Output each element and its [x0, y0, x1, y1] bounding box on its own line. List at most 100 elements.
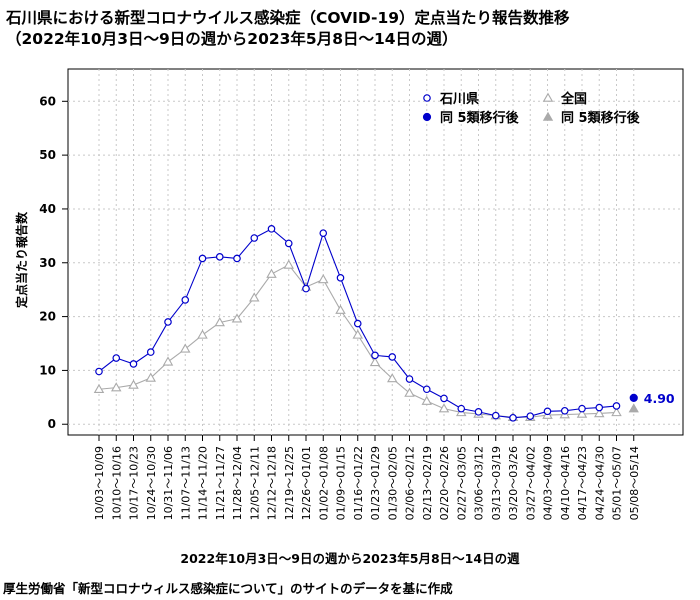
y-axis: 0 10 20 30 40 50 60 [39, 94, 68, 431]
legend-item: 同 5類移行後 [542, 110, 641, 126]
x-tick-label: 02/13～02/19 [421, 446, 434, 520]
legend-item: 同 5類移行後 [422, 110, 520, 126]
legend-item: 全国 [542, 91, 587, 107]
data-point [335, 304, 346, 314]
y-tick-label: 20 [39, 310, 56, 324]
data-point [249, 292, 260, 302]
data-point [369, 356, 381, 367]
x-tick-label: 05/01～05/07 [611, 446, 624, 520]
data-point [95, 367, 103, 376]
data-point [576, 408, 588, 418]
data-point [422, 385, 431, 394]
x-tick-label: 10/10～10/16 [110, 446, 123, 520]
line-chart: 0 10 20 30 40 50 60 10/03～10/09 10/10～10/16 10/1… [14, 68, 684, 520]
data-point [250, 234, 259, 242]
data-point [457, 404, 466, 413]
y-tick-label: 60 [39, 94, 56, 108]
value-annotation: 4.90 [644, 391, 675, 406]
x-tick-label: 11/14～11/20 [197, 446, 210, 520]
data-point [181, 296, 190, 304]
x-tick-label: 12/26～01/01 [300, 446, 313, 520]
data-point [404, 387, 415, 397]
data-point [128, 379, 139, 389]
y-axis-label: 定点当たり報告数 [14, 211, 29, 308]
data-point [93, 383, 105, 394]
data-point [388, 353, 397, 361]
data-point [352, 329, 363, 339]
legend-label: 全国 [560, 91, 587, 107]
x-tick-label: 12/19～12/25 [283, 446, 296, 520]
source-note: 厚生労働省「新型コロナウィルス感染症について」のサイトのデータを基に作成 [3, 581, 453, 596]
y-tick-label: 40 [39, 202, 56, 216]
data-point [509, 413, 517, 422]
y-tick-label: 10 [39, 363, 56, 377]
x-tick-label: 02/27～03/05 [455, 446, 468, 520]
x-tick-label: 04/24～04/30 [593, 446, 606, 520]
data-point [162, 356, 174, 366]
data-point [422, 112, 432, 122]
x-tick-label: 11/21～11/27 [214, 446, 227, 520]
data-point [474, 408, 483, 416]
data-point [440, 394, 448, 403]
series-layer: 4.90 [93, 225, 675, 422]
x-tick-label: 02/20～02/26 [438, 446, 451, 520]
data-point [594, 408, 605, 418]
x-tick-label: 01/02～01/08 [317, 446, 330, 520]
x-tick-label: 04/17～04/23 [576, 446, 589, 520]
x-tick-label: 10/31～11/06 [162, 446, 175, 520]
data-point [336, 274, 345, 282]
data-point [266, 268, 277, 278]
x-tick-label: 03/20～03/26 [507, 446, 520, 520]
x-tick-label: 03/06～03/12 [473, 446, 486, 520]
x-tick-label: 10/03～10/09 [93, 446, 106, 520]
data-point [387, 373, 398, 383]
series-1 [93, 259, 622, 422]
chart-title-line1: 石川県における新型コロナウイルス感染症（COVID-19）定点当たり報告数推移 [6, 9, 570, 27]
data-point [233, 254, 241, 263]
data-point [423, 94, 431, 102]
x-tick-label: 12/05～12/11 [248, 446, 261, 520]
data-point [112, 354, 121, 362]
data-point [611, 406, 622, 417]
data-point [267, 225, 276, 233]
data-point [526, 412, 535, 420]
series-0 [95, 225, 621, 422]
series-2 [629, 393, 638, 402]
data-point [318, 274, 329, 284]
legend-item: 石川県 [423, 92, 479, 107]
x-tick-label: 03/27～04/02 [524, 446, 537, 520]
data-point [231, 313, 243, 323]
data-point [198, 254, 207, 263]
x-tick-label: 01/16～01/22 [352, 446, 365, 520]
data-point [578, 404, 586, 413]
data-point [595, 403, 604, 412]
x-tick-label: 10/17～10/23 [128, 446, 141, 520]
legend-label: 同 5類移行後 [561, 110, 641, 126]
data-point [145, 372, 156, 382]
data-point [302, 284, 310, 293]
x-tick-label: 01/09～01/15 [335, 446, 348, 520]
x-axis: 10/03～10/09 10/10～10/16 10/17～10/23 10/24～1… [93, 435, 641, 520]
x-axis-label: 2022年10月3日～9日の週から2023年5月8日～14日の週 [180, 551, 520, 566]
data-point [284, 239, 293, 248]
x-tick-label: 01/30～02/05 [386, 446, 399, 520]
x-tick-label: 10/24～10/30 [145, 446, 158, 520]
x-tick-label: 11/07～11/13 [179, 446, 192, 520]
series-3 [628, 403, 639, 413]
x-tick-label: 12/12～12/18 [266, 446, 279, 520]
legend: 石川県 全国同 5類移行後 同 5類移行後 [422, 91, 641, 126]
x-tick-label: 11/28～12/04 [231, 446, 244, 520]
x-tick-label: 05/08～05/14 [628, 446, 641, 520]
chart-title-line2: （2022年10月3日～9日の週から2023年5月8日～14日の週） [6, 30, 458, 48]
data-point [438, 403, 450, 413]
data-point [129, 360, 138, 368]
data-point [283, 259, 294, 269]
data-point [612, 402, 621, 410]
data-point [542, 111, 554, 121]
data-point [371, 351, 379, 360]
data-point [628, 403, 639, 413]
data-point [491, 411, 500, 420]
data-point [146, 348, 155, 356]
data-point [111, 382, 122, 392]
x-tick-label: 04/10～04/16 [559, 446, 572, 520]
